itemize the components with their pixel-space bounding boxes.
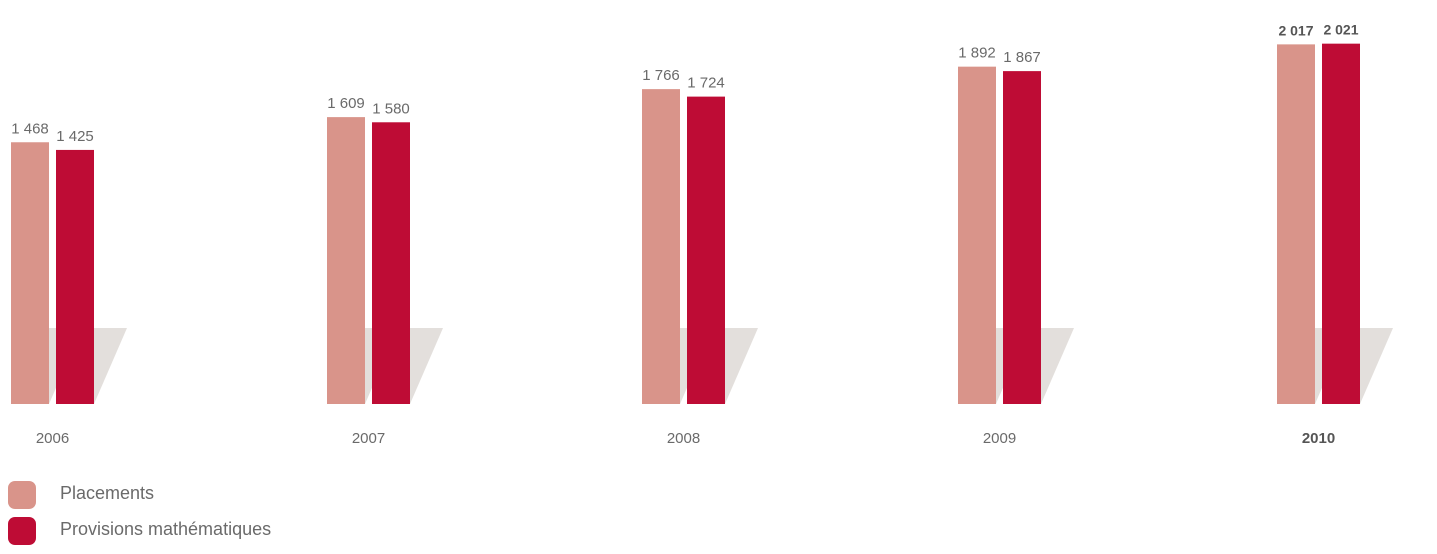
data-label-placements-2007: 1 609: [327, 95, 365, 112]
bar-placements-2006: [11, 142, 49, 404]
bar-chart: 1 468 1 425 2006 1 609 1 580 2007 1 766 1 724 20…: [11, 22, 1393, 447]
bar-placements-2010: [1277, 44, 1315, 405]
legend-label-provisions: Provisions mathématiques: [60, 519, 272, 539]
bar-group-2007: 1 609 1 580 2007: [327, 95, 443, 447]
bar-shadow-provisions-2007: [410, 328, 443, 404]
bar-group-2008: 1 766 1 724 2008: [642, 67, 758, 447]
bar-provisions-2008: [687, 96, 725, 404]
data-label-placements-2006: 1 468: [11, 120, 49, 137]
x-tick-label-2007: 2007: [352, 430, 385, 447]
x-tick-label-2008: 2008: [667, 430, 700, 447]
bar-group-2006: 1 468 1 425 2006: [11, 120, 127, 447]
bar-placements-2009: [958, 66, 996, 404]
data-label-provisions-2010: 2 021: [1323, 22, 1358, 38]
bar-provisions-2010: [1322, 43, 1360, 404]
data-label-placements-2008: 1 766: [642, 67, 680, 84]
bar-shadow-provisions-2008: [725, 328, 758, 404]
data-label-placements-2009: 1 892: [958, 45, 996, 62]
legend-label-placements: Placements: [60, 483, 155, 503]
bar-shadow-provisions-2010: [1360, 328, 1393, 404]
bar-shadow-provisions-2006: [94, 328, 127, 404]
legend-swatch-provisions: [8, 517, 36, 545]
bar-group-2010: 2 017 2 021 2010: [1277, 22, 1393, 447]
bar-provisions-2009: [1003, 71, 1041, 405]
bar-provisions-2007: [372, 122, 410, 404]
x-tick-label-2010: 2010: [1302, 430, 1335, 447]
bar-group-2009: 1 892 1 867 2009: [958, 45, 1074, 447]
data-label-placements-2010: 2 017: [1278, 22, 1313, 38]
data-label-provisions-2009: 1 867: [1003, 49, 1041, 66]
bar-placements-2007: [327, 117, 365, 405]
bar-provisions-2006: [56, 149, 94, 404]
data-label-provisions-2007: 1 580: [372, 100, 410, 117]
x-tick-label-2009: 2009: [983, 430, 1016, 447]
x-tick-label-2006: 2006: [36, 430, 69, 447]
legend-swatch-placements: [8, 481, 36, 509]
data-label-provisions-2008: 1 724: [687, 75, 725, 92]
data-label-provisions-2006: 1 425: [56, 128, 94, 145]
bar-placements-2008: [642, 89, 680, 405]
bar-shadow-provisions-2009: [1041, 328, 1074, 404]
